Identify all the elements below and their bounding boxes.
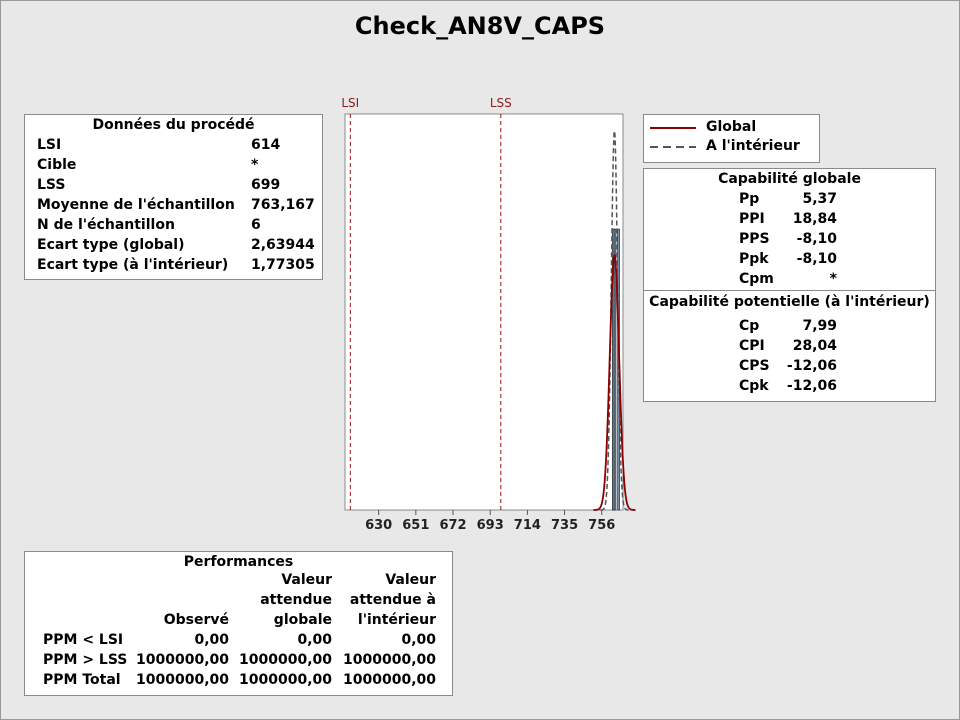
global-density-curve <box>593 253 636 511</box>
perf-row-label: PPM Total <box>43 672 121 688</box>
perf-cell-observed: 1000000,00 <box>136 652 229 668</box>
potential-capability-header: Capabilité potentielle (à l'intérieur) <box>649 294 930 310</box>
performance-header: Performances <box>183 554 294 570</box>
x-tick-label: 630 <box>365 518 392 533</box>
perf-col-header-global: Valeur <box>281 572 332 588</box>
capability-row: Pp 5,37 <box>644 189 935 209</box>
process-value: 699 <box>251 177 281 193</box>
capability-row: Cpk -12,06 <box>644 376 935 396</box>
x-tick-label: 693 <box>477 518 504 533</box>
capability-row: Ppk -8,10 <box>644 249 935 269</box>
process-data-header: Données du procédé <box>92 117 255 133</box>
process-row: N de l'échantillon 6 <box>25 215 322 235</box>
usl-label: LSS <box>490 96 512 110</box>
perf-col-header-within: Valeur <box>385 572 436 588</box>
plot-area <box>344 113 624 511</box>
capability-label: Cp <box>739 318 760 334</box>
process-value: 614 <box>251 137 281 153</box>
legend: Global A l'intérieur <box>643 114 820 163</box>
capability-value: -8,10 <box>796 251 837 267</box>
capability-label: CPI <box>739 338 765 354</box>
capability-label: Ppk <box>739 251 769 267</box>
legend-item-within: A l'intérieur <box>644 137 819 156</box>
chart-title: Check_AN8V_CAPS <box>354 12 606 40</box>
capability-row: PPI 18,84 <box>644 209 935 229</box>
process-value: 2,63944 <box>251 237 315 253</box>
perf-cell-within: 1000000,00 <box>343 672 436 688</box>
legend-item-global: Global <box>644 118 819 137</box>
perf-col-header-global: globale <box>273 612 332 628</box>
x-tick-label: 672 <box>439 518 466 533</box>
process-row: LSS 699 <box>25 175 322 195</box>
capability-row: PPS -8,10 <box>644 229 935 249</box>
perf-cell-global: 0,00 <box>297 632 332 648</box>
capability-row: CPI 28,04 <box>644 336 935 356</box>
process-value: 763,167 <box>251 197 315 213</box>
process-row: LSI 614 <box>25 135 322 155</box>
perf-col-header-global: attendue <box>260 592 332 608</box>
process-label: LSS <box>37 177 66 193</box>
capability-divider <box>644 290 935 291</box>
capability-label: Cpk <box>739 378 769 394</box>
capability-value: -12,06 <box>786 378 837 394</box>
process-label: Ecart type (global) <box>37 237 185 253</box>
perf-col-header-observed: Observé <box>163 612 229 628</box>
capability-value: 28,04 <box>792 338 837 354</box>
capability-value: 18,84 <box>792 211 837 227</box>
perf-cell-within: 1000000,00 <box>343 652 436 668</box>
process-value: 6 <box>251 217 261 233</box>
capability-value: -12,06 <box>786 358 837 374</box>
process-label: LSI <box>37 137 62 153</box>
legend-label-global: Global <box>706 119 757 135</box>
capability-row: CPS -12,06 <box>644 356 935 376</box>
process-label: Cible <box>37 157 77 173</box>
capability-row: Cpm * <box>644 269 935 289</box>
process-label: Moyenne de l'échantillon <box>37 197 235 213</box>
capability-value: -8,10 <box>796 231 837 247</box>
perf-col-header-within: l'intérieur <box>357 612 436 628</box>
process-row: Ecart type (global) 2,63944 <box>25 235 322 255</box>
legend-line-global <box>650 127 696 129</box>
lsl-label: LSI <box>341 96 359 110</box>
perf-cell-within: 0,00 <box>401 632 436 648</box>
perf-col-header-within: attendue à <box>349 592 436 608</box>
process-label: Ecart type (à l'intérieur) <box>37 257 229 273</box>
process-row: Ecart type (à l'intérieur) 1,77305 <box>25 255 322 275</box>
x-tick-label: 735 <box>551 518 578 533</box>
process-row: Moyenne de l'échantillon 763,167 <box>25 195 322 215</box>
perf-cell-observed: 0,00 <box>194 632 229 648</box>
histogram-bar <box>613 228 617 511</box>
perf-cell-observed: 1000000,00 <box>136 672 229 688</box>
capability-box: Capabilité globale Pp 5,37 PPI 18,84 PPS -8,1… <box>643 168 936 402</box>
capability-label: CPS <box>739 358 770 374</box>
capability-value: 5,37 <box>802 191 837 207</box>
capability-value: 7,99 <box>802 318 837 334</box>
capability-value: * <box>829 271 837 287</box>
legend-label-within: A l'intérieur <box>706 138 800 154</box>
capability-label: Pp <box>739 191 760 207</box>
capability-label: PPI <box>739 211 765 227</box>
perf-row-label: PPM > LSS <box>43 652 128 668</box>
process-value: 1,77305 <box>251 257 315 273</box>
capability-row: Cp 7,99 <box>644 316 935 336</box>
perf-cell-global: 1000000,00 <box>239 652 332 668</box>
x-tick-label: 756 <box>588 518 615 533</box>
perf-cell-global: 1000000,00 <box>239 672 332 688</box>
x-tick-label: 714 <box>514 518 541 533</box>
process-data-box: Données du procédé LSI 614 Cible * LSS 699 Moy… <box>24 114 323 280</box>
process-value: * <box>251 157 259 173</box>
perf-row-label: PPM < LSI <box>43 632 124 648</box>
process-row: Cible * <box>25 155 322 175</box>
legend-line-within <box>650 146 696 148</box>
process-label: N de l'échantillon <box>37 217 175 233</box>
capability-label: Cpm <box>739 271 774 287</box>
capability-label: PPS <box>739 231 770 247</box>
x-tick-label: 651 <box>402 518 429 533</box>
overall-capability-header: Capabilité globale <box>718 171 861 187</box>
performance-box: Performances Valeur attendue globale Valeur… <box>24 551 453 696</box>
